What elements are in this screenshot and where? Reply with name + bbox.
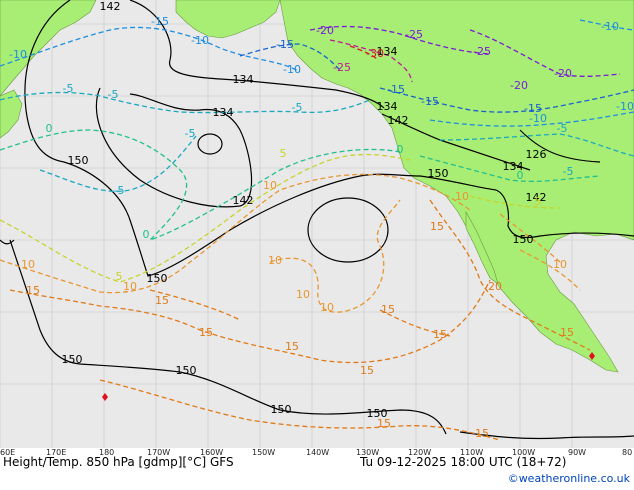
temperature-label: -10: [9, 48, 27, 61]
temperature-label: 5: [280, 147, 287, 160]
temperature-label: -20: [554, 67, 572, 80]
temperature-label: -5: [557, 122, 568, 135]
lon-label-60e: 60E: [0, 448, 16, 457]
temperature-label: 10: [455, 190, 469, 203]
lon-label-180: 180: [99, 448, 115, 457]
temperature-label: 15: [377, 417, 391, 430]
height-labels: 1421341341341341421501421501501341261421…: [62, 0, 547, 420]
temperature-label: -15: [276, 38, 294, 51]
temperature-label: -15: [524, 102, 542, 115]
land-north-america: [279, 0, 634, 373]
height-label: 150: [513, 233, 534, 246]
temperature-label: 15: [155, 294, 169, 307]
temperature-label: 20: [488, 280, 502, 293]
land-kamchatka: [0, 89, 23, 139]
height-label: 150: [176, 364, 197, 377]
temperature-label: -5: [108, 88, 119, 101]
temperature-label: -5: [563, 165, 574, 178]
temperature-label: 15: [381, 303, 395, 316]
temperature-label: -5: [292, 101, 303, 114]
height-label: 150: [271, 403, 292, 416]
temperature-label: 15: [430, 220, 444, 233]
land-baja-california: [465, 210, 499, 285]
height-label: 150: [367, 407, 388, 420]
temperature-label: 0: [397, 143, 404, 156]
temperature-label: 15: [560, 326, 574, 339]
land-alaska-west: [175, 0, 281, 39]
temperature-label: 10: [553, 258, 567, 271]
temperature-label: -25: [473, 45, 491, 58]
lon-label-150w: 150W: [252, 448, 276, 457]
temperature-label: 15: [360, 364, 374, 377]
temperature-label: 10: [268, 254, 282, 267]
lon-label-90w: 90W: [568, 448, 587, 457]
temperature-label: 15: [26, 284, 40, 297]
land-siberia: [0, 0, 97, 97]
height-label: 142: [233, 194, 254, 207]
hot-spot-marker: [102, 393, 108, 401]
temperature-label: -15: [387, 83, 405, 96]
temperature-label: 10: [296, 288, 310, 301]
temperature-label: -10: [529, 112, 547, 125]
temperature-label: -5: [185, 127, 196, 140]
hot-spot-marker-2: [589, 352, 595, 360]
weather-map: 1421341341341341421501421501501341261421…: [0, 0, 634, 448]
temperature-label: -20: [316, 24, 334, 37]
lon-label-140w: 140W: [306, 448, 330, 457]
height-label: 134: [213, 106, 234, 119]
temperature-labels: -15-10-10 -15-10-5 -5-5-5-5000551010101010…: [9, 15, 634, 440]
lon-label-130w: 130W: [356, 448, 380, 457]
temperature-label: -25: [405, 28, 423, 41]
temperature-label: 5: [116, 270, 123, 283]
lon-label-170w: 170W: [147, 448, 171, 457]
height-label: 134: [377, 45, 398, 58]
height-label: 150: [428, 167, 449, 180]
temperature-label: -20: [510, 79, 528, 92]
lon-label-120w: 120W: [408, 448, 432, 457]
temperature-label: 0: [46, 122, 53, 135]
temperature-label: 10: [21, 258, 35, 271]
temperature-label: -10: [191, 34, 209, 47]
lon-label-170e: 170E: [46, 448, 67, 457]
temperature-label: -5: [114, 184, 125, 197]
height-label: 126: [526, 148, 547, 161]
temperature-label: -5: [63, 82, 74, 95]
temperature-label: -15: [421, 95, 439, 108]
height-label: 142: [100, 0, 121, 13]
land-masses: [0, 0, 634, 373]
temperature-label: -30: [366, 47, 384, 60]
temperature-label: -10: [283, 63, 301, 76]
temperature-label: 10: [123, 280, 137, 293]
temperature-label: 15: [433, 328, 447, 341]
lon-label-80: 80: [622, 448, 633, 457]
height-label: 150: [68, 154, 89, 167]
temperature-label: -10: [616, 100, 634, 113]
temperature-label: 15: [285, 340, 299, 353]
height-label: 134: [377, 100, 398, 113]
height-label: 150: [62, 353, 83, 366]
temperature-label: -10: [601, 20, 619, 33]
height-label: 134: [233, 73, 254, 86]
temperature-label: 15: [199, 326, 213, 339]
valid-time: Tu 09-12-2025 18:00 UTC (18+72): [360, 455, 567, 469]
temperature-label: -25: [333, 61, 351, 74]
temperature-label: 5: [535, 195, 542, 208]
height-label: 142: [388, 114, 409, 127]
height-label: 150: [147, 272, 168, 285]
temperature-label: -15: [151, 15, 169, 28]
credit-link[interactable]: ©weatheronline.co.uk: [507, 472, 630, 485]
temperature-contours: [0, 19, 634, 441]
height-label: 142: [526, 191, 547, 204]
temperature-label: 15: [475, 427, 489, 440]
map-title: Height/Temp. 850 hPa [gdmp][°C] GFS: [3, 455, 234, 469]
lon-label-110w: 110W: [460, 448, 484, 457]
lon-label-160w: 160W: [200, 448, 224, 457]
temperature-label: 10: [263, 179, 277, 192]
temperature-label: 0: [517, 169, 524, 182]
lon-label-100w: 100W: [512, 448, 536, 457]
temperature-label: 10: [320, 301, 334, 314]
temperature-label: 0: [143, 228, 150, 241]
height-label: 134: [503, 160, 524, 173]
